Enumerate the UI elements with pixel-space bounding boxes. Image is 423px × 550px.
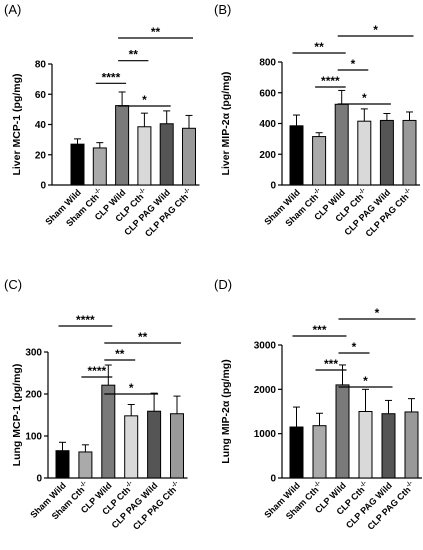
panel-label: (D)	[214, 277, 232, 292]
significance-label: *	[362, 91, 367, 105]
bar	[147, 410, 162, 479]
significance-label: *	[142, 93, 147, 107]
bar	[115, 105, 130, 186]
y-tick-label: 20	[35, 150, 47, 161]
bar	[78, 451, 93, 479]
bar	[357, 120, 372, 186]
bar	[381, 413, 396, 479]
significance-label: **	[314, 40, 324, 54]
y-axis-title: Liver MCP-1 (pg/mg)	[11, 73, 23, 175]
significance-label: ****	[102, 70, 121, 84]
bar	[289, 125, 304, 186]
y-tick-label: 100	[25, 432, 42, 443]
significance-label: *	[352, 340, 357, 354]
bar	[358, 411, 373, 479]
y-tick-label: 0	[40, 181, 46, 192]
y-tick-label: 0	[270, 181, 276, 192]
y-tick-label: 800	[259, 58, 276, 69]
bar	[182, 127, 196, 186]
significance-label: *	[375, 306, 380, 320]
significance-label: ****	[88, 364, 107, 378]
panel-d: (D)Lung MIP-2α (pg/mg)0100020003000Sham …	[214, 277, 422, 532]
significance-label: *	[363, 374, 368, 388]
panel-label: (C)	[4, 277, 22, 292]
y-tick-label: 0	[36, 474, 42, 485]
bar	[335, 384, 350, 479]
y-tick-label: 400	[259, 119, 276, 130]
panel-label: (B)	[214, 2, 231, 17]
significance-label: *	[373, 23, 378, 37]
y-axis-title: Liver MIP-2α (pg/mg)	[220, 72, 232, 176]
significance-label: *	[129, 381, 134, 395]
y-tick-label: 300	[25, 348, 42, 359]
y-tick-label: 600	[259, 88, 276, 99]
bar	[334, 103, 349, 186]
bar	[137, 126, 152, 186]
significance-label: ***	[324, 357, 338, 371]
y-axis-title: Lung MCP-1 (pg/mg)	[11, 364, 23, 467]
significance-label: ***	[312, 323, 326, 337]
significance-label: ****	[76, 313, 95, 327]
bar	[101, 384, 116, 479]
bar	[379, 119, 394, 186]
y-axis-title: Lung MIP-2α (pg/mg)	[220, 359, 232, 463]
significance-label: *	[351, 57, 356, 71]
bar	[404, 411, 419, 479]
significance-label: **	[138, 330, 148, 344]
bar	[402, 119, 417, 186]
significance-label: **	[115, 347, 125, 361]
bar	[92, 147, 107, 186]
y-tick-label: 200	[25, 390, 42, 401]
y-tick-label: 3000	[254, 341, 277, 352]
y-tick-label: 1000	[254, 429, 277, 440]
significance-label: ****	[321, 74, 340, 88]
bar	[55, 450, 70, 479]
y-tick-label: 80	[35, 60, 47, 71]
y-tick-label: 200	[259, 150, 276, 161]
y-tick-label: 60	[35, 90, 47, 101]
bar	[124, 415, 139, 479]
y-tick-label: 0	[270, 474, 276, 485]
panel-b: (B)Liver MIP-2α (pg/mg)0200400600800Sham…	[214, 2, 420, 239]
bar	[70, 143, 85, 186]
panel-label: (A)	[4, 2, 21, 17]
bar	[289, 426, 304, 479]
bar	[312, 425, 327, 479]
bar	[159, 123, 174, 186]
significance-label: **	[129, 48, 139, 62]
bar	[312, 136, 327, 186]
y-tick-label: 2000	[254, 385, 277, 396]
significance-label: **	[151, 25, 161, 39]
y-tick-label: 40	[35, 120, 47, 131]
bar	[170, 413, 184, 479]
